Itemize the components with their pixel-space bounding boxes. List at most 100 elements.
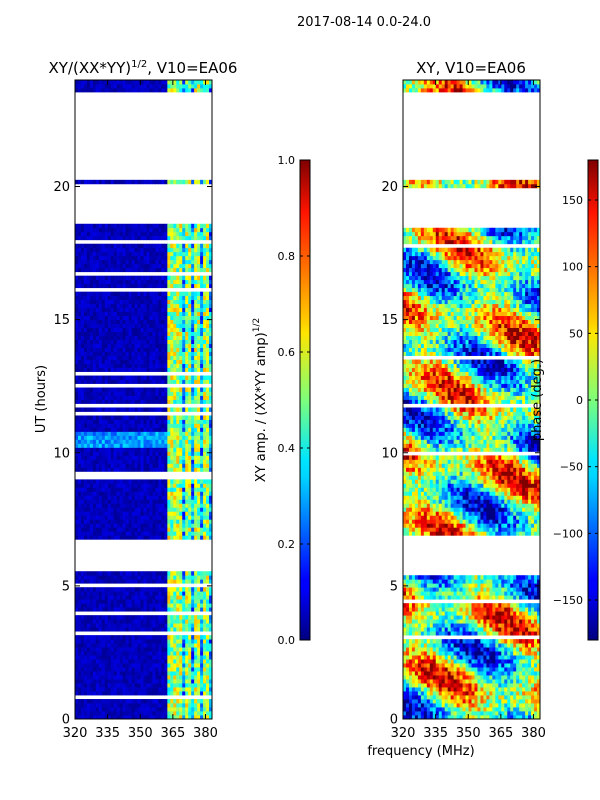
heatmap-cell bbox=[134, 659, 138, 664]
heatmap-cell bbox=[110, 275, 115, 281]
heatmap-row bbox=[75, 663, 212, 668]
heatmap-cell bbox=[113, 623, 118, 628]
heatmap-cell bbox=[137, 315, 141, 321]
heatmap-cell bbox=[89, 639, 94, 644]
heatmap-cell bbox=[191, 463, 195, 468]
heatmap-cell bbox=[176, 275, 180, 281]
heatmap-cell bbox=[116, 395, 121, 400]
heatmap-cell bbox=[137, 359, 141, 364]
heatmap-cell bbox=[200, 715, 204, 719]
heatmap-cell bbox=[86, 591, 91, 596]
heatmap-cell bbox=[113, 463, 118, 468]
heatmap-cell bbox=[188, 519, 192, 524]
heatmap-cell bbox=[164, 495, 168, 500]
heatmap-cell bbox=[194, 87, 198, 93]
heatmap-cell bbox=[209, 687, 212, 692]
heatmap-cell bbox=[125, 599, 130, 604]
heatmap-cell bbox=[92, 315, 97, 321]
heatmap-cell bbox=[167, 347, 171, 352]
heatmap-cell bbox=[209, 295, 212, 301]
heatmap-cell bbox=[131, 511, 135, 516]
heatmap-cell bbox=[146, 507, 150, 512]
heatmap-cell bbox=[104, 247, 109, 253]
heatmap-cell bbox=[98, 331, 103, 336]
heatmap-cell bbox=[203, 355, 207, 360]
heatmap-cell bbox=[197, 375, 201, 380]
heatmap-cell bbox=[167, 375, 171, 380]
heatmap-cell bbox=[110, 679, 115, 684]
heatmap-cell bbox=[194, 459, 198, 464]
heatmap-cell bbox=[206, 455, 210, 460]
heatmap-cell bbox=[104, 515, 109, 520]
heatmap-cell bbox=[86, 435, 91, 440]
heatmap-cell bbox=[83, 651, 88, 656]
heatmap-cell bbox=[98, 503, 103, 508]
heatmap-cell bbox=[89, 307, 94, 313]
heatmap-cell bbox=[101, 499, 106, 504]
heatmap-cell bbox=[182, 639, 186, 644]
heatmap-cell bbox=[203, 675, 207, 680]
heatmap-cell bbox=[152, 399, 156, 404]
heatmap-cell bbox=[134, 343, 138, 348]
heatmap-cell bbox=[170, 387, 174, 392]
heatmap-cell bbox=[167, 255, 171, 261]
heatmap-cell bbox=[203, 243, 207, 249]
heatmap-cell bbox=[167, 299, 171, 305]
heatmap-cell bbox=[122, 699, 127, 704]
heatmap-cell bbox=[161, 367, 165, 372]
heatmap-cell bbox=[86, 391, 91, 396]
heatmap-cell bbox=[131, 619, 135, 624]
heatmap-cell bbox=[188, 223, 192, 229]
heatmap-cell bbox=[158, 615, 162, 620]
heatmap-cell bbox=[185, 523, 189, 528]
heatmap-cell bbox=[110, 655, 115, 660]
heatmap-cell bbox=[98, 323, 103, 329]
heatmap-cell bbox=[107, 579, 112, 584]
heatmap-cell bbox=[194, 431, 198, 436]
heatmap-cell bbox=[200, 603, 204, 608]
heatmap-cell bbox=[92, 387, 97, 392]
heatmap-cell bbox=[149, 575, 153, 580]
heatmap-cell bbox=[194, 391, 198, 396]
heatmap-cell bbox=[86, 623, 91, 628]
heatmap-cell bbox=[95, 431, 100, 436]
heatmap-cell bbox=[131, 255, 135, 261]
heatmap-cell bbox=[131, 347, 135, 352]
heatmap-cell bbox=[131, 395, 135, 400]
heatmap-cell bbox=[122, 675, 127, 680]
heatmap-cell bbox=[161, 571, 165, 576]
heatmap-cell bbox=[128, 427, 132, 432]
heatmap-cell bbox=[137, 527, 141, 532]
heatmap-cell bbox=[206, 651, 210, 656]
heatmap-cell bbox=[122, 299, 127, 305]
heatmap-cell bbox=[203, 299, 207, 305]
heatmap-cell bbox=[125, 643, 130, 648]
heatmap-row bbox=[75, 667, 212, 672]
heatmap-cell bbox=[161, 347, 165, 352]
heatmap-cell bbox=[110, 647, 115, 652]
heatmap-row bbox=[75, 423, 212, 428]
heatmap-cell bbox=[149, 651, 153, 656]
heatmap-cell bbox=[143, 307, 147, 313]
heatmap-cell bbox=[161, 655, 165, 660]
heatmap-cell bbox=[116, 407, 121, 412]
heatmap-cell bbox=[75, 715, 79, 719]
heatmap-cell bbox=[140, 499, 144, 504]
heatmap-cell bbox=[200, 419, 204, 424]
heatmap-cell bbox=[155, 659, 159, 664]
heatmap-cell bbox=[140, 255, 144, 261]
heatmap-cell bbox=[182, 179, 186, 185]
heatmap-row bbox=[75, 643, 212, 648]
heatmap-cell bbox=[116, 339, 121, 344]
heatmap-cell bbox=[185, 419, 189, 424]
heatmap-cell bbox=[128, 423, 132, 428]
heatmap-cell bbox=[170, 507, 174, 512]
heatmap-cell bbox=[125, 231, 130, 237]
heatmap-cell bbox=[89, 415, 94, 420]
heatmap-cell bbox=[188, 367, 192, 372]
heatmap-cell bbox=[80, 487, 85, 492]
heatmap-cell bbox=[176, 507, 180, 512]
heatmap-cell bbox=[92, 671, 97, 676]
heatmap-cell bbox=[110, 531, 115, 536]
heatmap-cell bbox=[203, 707, 207, 712]
